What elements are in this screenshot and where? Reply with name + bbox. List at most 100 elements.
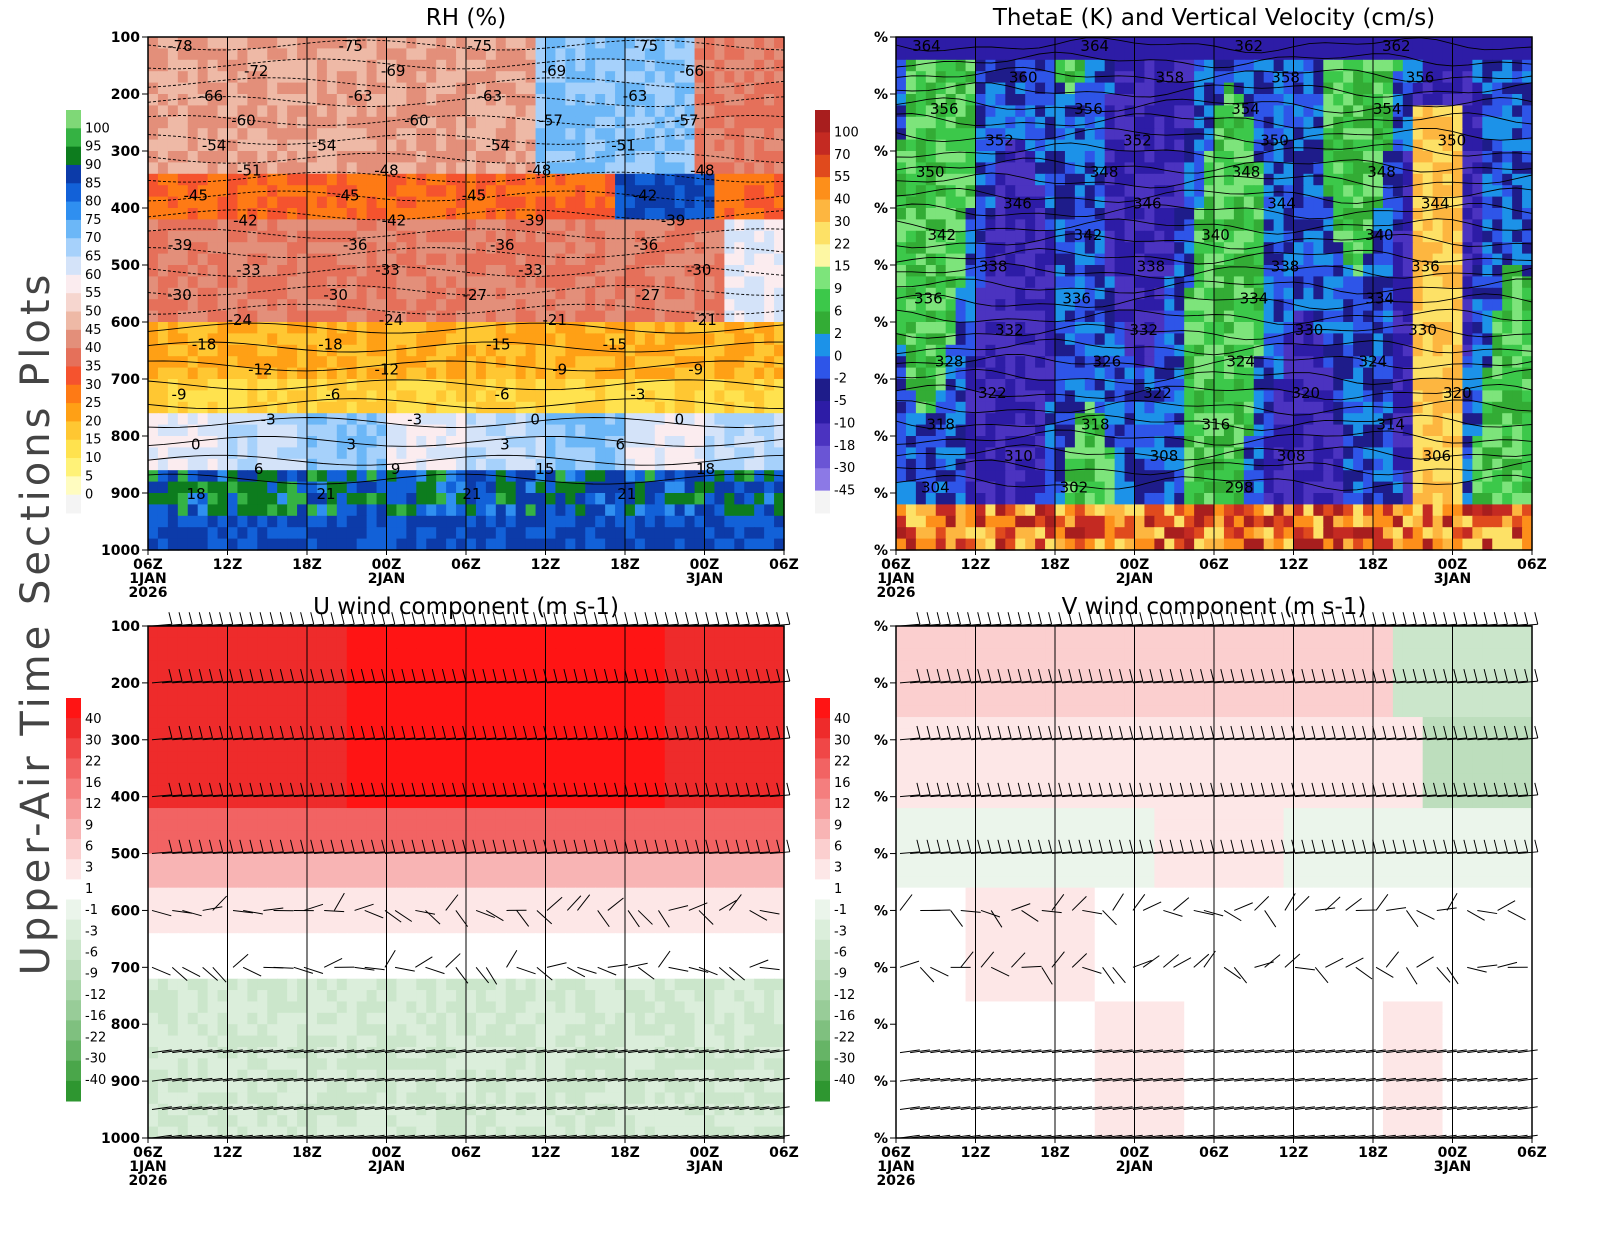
colorbar-swatch	[66, 165, 81, 184]
heatmap-cell	[1095, 197, 1106, 209]
colorbar-label: 25	[85, 396, 102, 411]
heatmap-cell	[1383, 254, 1394, 266]
heatmap-cell	[228, 242, 239, 254]
heatmap-cell	[1492, 345, 1503, 357]
heatmap-cell	[486, 197, 497, 209]
heatmap-cell	[496, 527, 507, 539]
heatmap-cell	[615, 402, 626, 414]
heatmap-cell	[695, 219, 706, 231]
heatmap-cell	[1055, 174, 1066, 186]
heatmap-cell	[357, 482, 368, 494]
heatmap-cell	[1194, 83, 1205, 95]
heatmap-cell	[277, 345, 288, 357]
heatmap-cell	[1462, 299, 1473, 311]
heatmap-cell	[1055, 345, 1066, 357]
heatmap-cell	[625, 117, 636, 129]
heatmap-cell	[734, 390, 745, 402]
heatmap-cell	[1204, 105, 1215, 117]
heatmap-cell	[307, 265, 318, 277]
heatmap-cell	[297, 140, 308, 152]
heatmap-cell	[277, 413, 288, 425]
heatmap-cell	[168, 162, 179, 174]
heatmap-cell	[1045, 60, 1056, 72]
heatmap-cell	[685, 379, 696, 391]
heatmap-cell	[416, 174, 427, 186]
heatmap-cell	[1333, 345, 1344, 357]
heatmap-cell	[247, 425, 258, 437]
contour-label: 0	[530, 410, 540, 428]
heatmap-cell	[536, 197, 547, 209]
heatmap-cell	[1294, 368, 1305, 380]
heatmap-cell	[575, 128, 586, 140]
heatmap-cell	[1025, 105, 1036, 117]
heatmap-cell	[327, 470, 338, 482]
heatmap-cell	[158, 117, 169, 129]
heatmap-cell	[158, 94, 169, 106]
heatmap-cell	[178, 117, 189, 129]
heatmap-cell	[714, 60, 725, 72]
heatmap-cell	[605, 482, 616, 494]
heatmap-cell	[536, 493, 547, 505]
heatmap-cell	[317, 368, 328, 380]
heatmap-cell	[1313, 71, 1324, 83]
heatmap-cell	[774, 254, 785, 266]
colorbar-label: 70	[85, 231, 102, 246]
contour-label: -6	[495, 386, 510, 404]
heatmap-cell	[406, 174, 417, 186]
heatmap-cell	[764, 333, 775, 345]
heatmap-cell	[906, 128, 917, 140]
heatmap-cell	[158, 402, 169, 414]
heatmap-cell	[546, 140, 557, 152]
heatmap-cell	[946, 162, 957, 174]
heatmap-cell	[337, 527, 348, 539]
heatmap-cell	[188, 60, 199, 72]
heatmap-cell	[247, 447, 258, 459]
heatmap-cell	[906, 197, 917, 209]
heatmap-cell	[297, 276, 308, 288]
heatmap-cell	[985, 151, 996, 163]
heatmap-cell	[1472, 37, 1483, 49]
heatmap-cell	[565, 231, 576, 243]
heatmap-cell	[287, 299, 298, 311]
heatmap-cell	[208, 390, 219, 402]
heatmap-cell	[1214, 322, 1225, 334]
heatmap-cell	[307, 299, 318, 311]
heatmap-cell	[148, 254, 159, 266]
heatmap-cell	[774, 356, 785, 368]
heatmap-cell	[734, 254, 745, 266]
heatmap-cell	[466, 242, 477, 254]
heatmap-cell	[956, 151, 967, 163]
heatmap-cell	[377, 539, 388, 551]
heatmap-cell	[1204, 174, 1215, 186]
heatmap-cell	[1512, 299, 1523, 311]
heatmap-cell	[277, 276, 288, 288]
heatmap-cell	[297, 174, 308, 186]
heatmap-cell	[297, 539, 308, 551]
heatmap-cell	[555, 482, 566, 494]
heatmap-cell	[1264, 333, 1275, 345]
heatmap-cell	[605, 83, 616, 95]
heatmap-cell	[976, 288, 987, 300]
heatmap-cell	[1105, 276, 1116, 288]
heatmap-cell	[267, 71, 278, 83]
heatmap-cell	[1075, 368, 1086, 380]
heatmap-cell	[1254, 254, 1265, 266]
heatmap-cell	[347, 276, 358, 288]
heatmap-cell	[228, 83, 239, 95]
heatmap-cell	[1135, 151, 1146, 163]
heatmap-cell	[1313, 185, 1324, 197]
heatmap-cell	[476, 254, 487, 266]
heatmap-cell	[764, 208, 775, 220]
heatmap-cell	[536, 83, 547, 95]
heatmap-cell	[655, 413, 666, 425]
heatmap-cell	[1065, 117, 1076, 129]
heatmap-cell	[1125, 368, 1136, 380]
contour-label: -54	[312, 137, 337, 155]
heatmap-cell	[526, 390, 537, 402]
heatmap-cell	[625, 322, 636, 334]
heatmap-cell	[148, 493, 159, 505]
heatmap-cell	[148, 527, 159, 539]
heatmap-cell	[387, 379, 398, 391]
heatmap-cell	[357, 539, 368, 551]
heatmap-cell	[1214, 288, 1225, 300]
